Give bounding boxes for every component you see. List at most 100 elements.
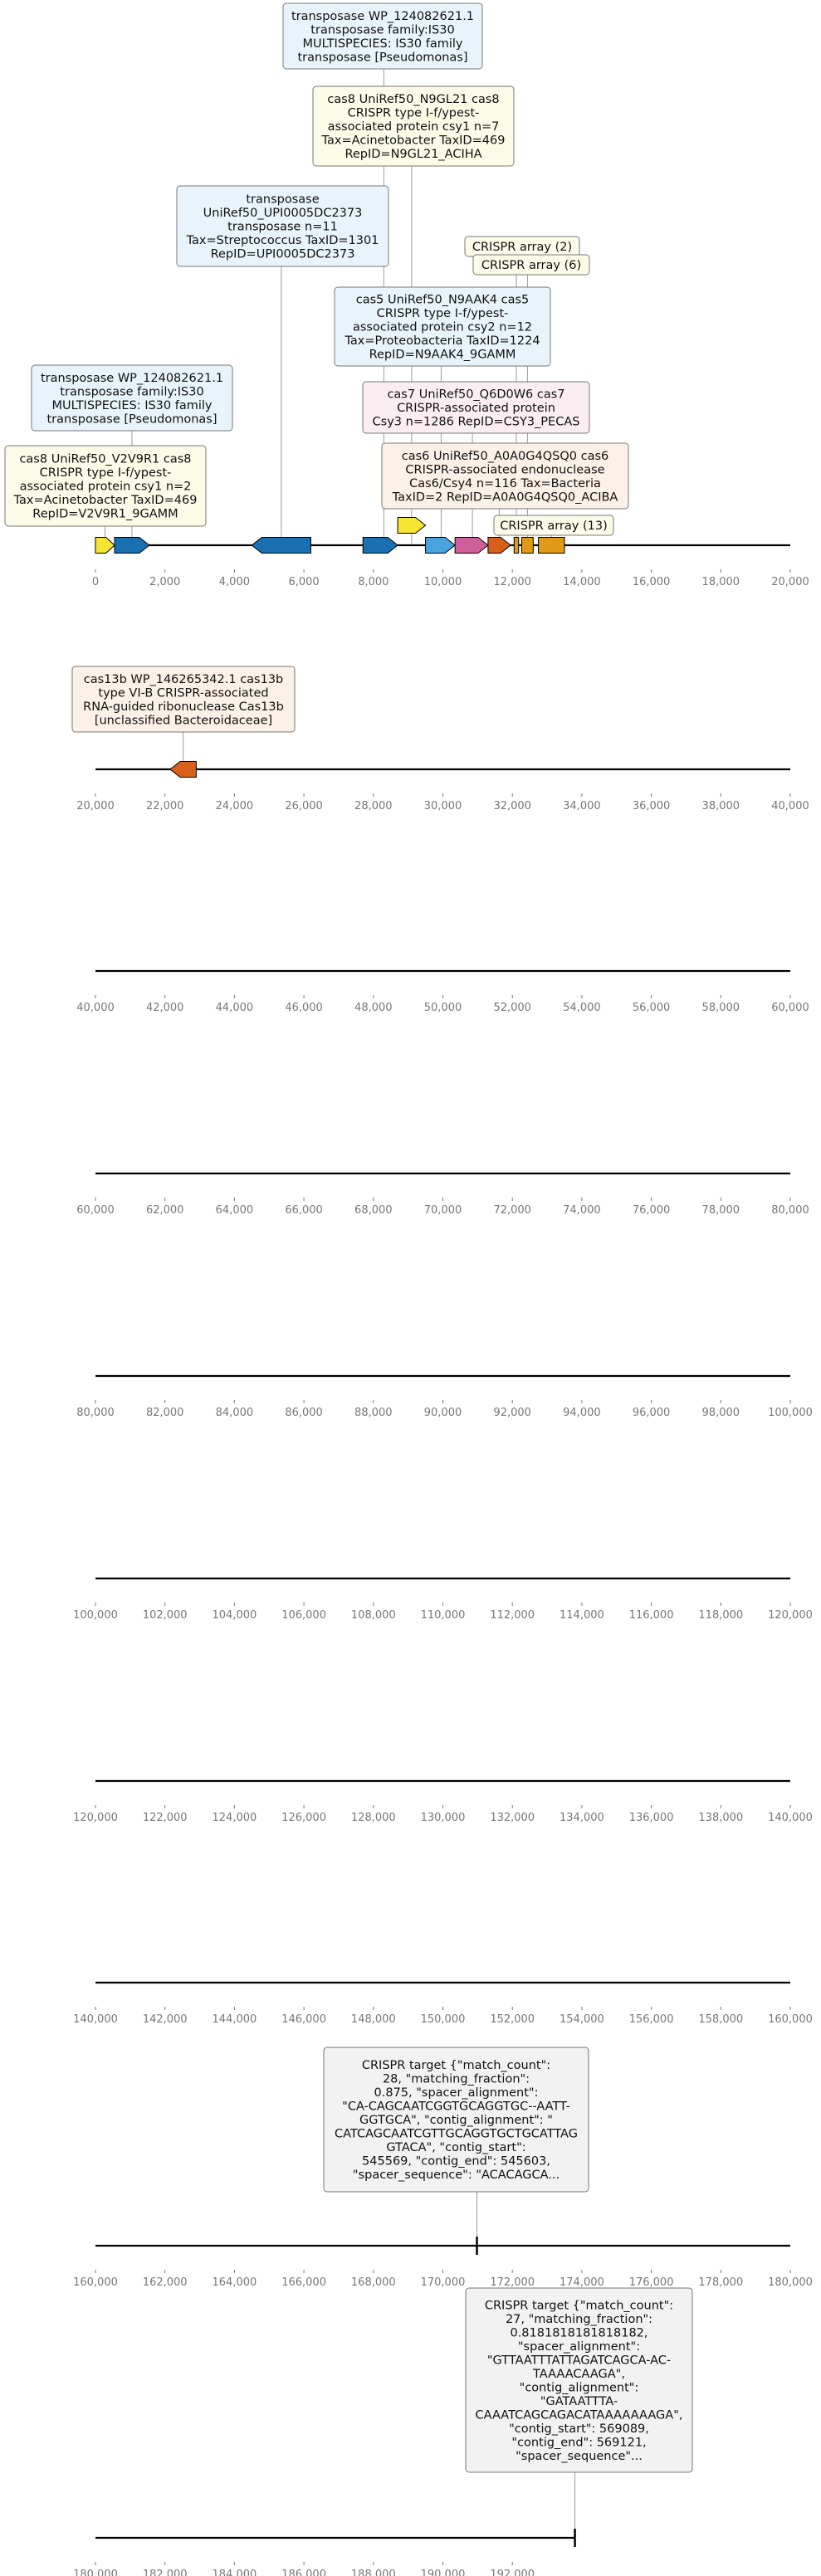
tick-label: 88,000 [354,1407,393,1419]
label-line: 27, "matching_fraction": [506,2313,652,2326]
tick-label: 44,000 [216,1002,254,1014]
tick-label: 150,000 [421,2013,466,2026]
label-line: CRISPR target {"match_count": [485,2299,673,2312]
tick-label: 76,000 [633,1204,671,1217]
feature-label: cas6 UniRef50_A0A0G4QSQ0 cas6CRISPR-asso… [381,442,629,510]
feature-label: CRISPR array (6) [472,254,590,276]
cas8-gene[interactable] [95,537,115,554]
tick-label: 102,000 [143,1609,188,1622]
label-line: cas8 UniRef50_V2V9R1 cas8 [19,453,191,466]
label-line: "GATAATTTA- [540,2395,618,2408]
tick-label: 178,000 [698,2276,743,2289]
tick-label: 122,000 [143,1812,188,1824]
label-line: transposase n=11 [227,221,338,234]
tick-label: 170,000 [421,2276,466,2289]
track-1: 0 2,000 4,000 6,000 8,000 10,000 12,000 14,000 1… [4,2,809,588]
label-line: transposase [246,193,319,207]
tick-label: 142,000 [143,2013,188,2026]
crispr-gene[interactable] [521,537,534,554]
crispr-gene[interactable] [538,537,565,554]
tick-label: 100,000 [73,1609,118,1622]
label-line: Csy3 n=1286 RepID=CSY3_PECAS [373,416,580,429]
tick-label: 114,000 [560,1609,604,1622]
tick-label: 28,000 [354,800,393,812]
cas13b-gene[interactable] [169,761,197,778]
tick-label: 20,000 [771,576,809,588]
label-line: RNA-guided ribonuclease Cas13b [83,700,284,714]
tick-label: 90,000 [424,1407,462,1419]
tick-label: 192,000 [490,2569,535,2576]
tick-label: 126,000 [281,1812,326,1824]
label-line: CAAATCAGCAGACATAAAAAAAGA", [476,2408,683,2422]
label-box [472,254,590,276]
label-line: RepID=V2V9R1_9GAMM [32,508,178,521]
tick-label: 14,000 [563,576,601,588]
tick-label: 66,000 [285,1204,323,1217]
label-line: associated protein csy1 n=7 [328,120,500,134]
label-line: transposase [Pseudomonas] [46,412,217,426]
tick-label: 54,000 [563,1002,601,1014]
transposase-gene[interactable] [114,537,150,554]
tick-label: 8,000 [358,576,389,588]
label-line: 545569, "contig_end": 545603, [362,2155,550,2169]
tick-label: 10,000 [424,576,462,588]
tick-label: 20,000 [76,800,115,812]
tick-label: 82,000 [146,1407,184,1419]
feature-label: transposaseUniRef50_UPI0005DC2373transpo… [176,185,389,267]
label-line: "spacer_alignment": [518,2340,640,2354]
label-line: CRISPR array (13) [500,520,608,533]
label-line: CRISPR-associated endonuclease [405,463,604,476]
tick-label: 158,000 [698,2013,743,2026]
feature-label: cas7 UniRef50_Q6D0W6 cas7CRISPR-associat… [362,381,590,434]
label-line: "spacer_sequence": "ACACAGCA... [353,2169,560,2182]
tick-label: 130,000 [421,1812,466,1824]
feature-label: CRISPR target {"match_count":28, "matchi… [323,2047,589,2193]
tick-label: 104,000 [213,1609,257,1622]
tick-label: 70,000 [424,1204,462,1217]
tick-label: 190,000 [421,2569,466,2576]
track-3: 40,000 42,000 44,000 46,000 48,000 50,000 52,0… [76,969,809,1014]
cas8-gene[interactable] [397,517,427,534]
label-line: RepID=N9AAK4_9GAMM [369,349,516,362]
tick-label: 68,000 [354,1204,393,1217]
tick-label: 26,000 [285,800,323,812]
tick-label: 16,000 [633,576,671,588]
label-box [71,666,296,733]
tick-label: 184,000 [213,2569,257,2576]
tick-label: 124,000 [213,1812,257,1824]
tick-label: 168,000 [351,2276,396,2289]
label-line: CRISPR target {"match_count": [362,2059,550,2072]
tick-label: 40,000 [771,800,809,812]
transposase-gene[interactable] [362,537,398,554]
label-line: RepID=N9GL21_ACIHA [345,148,481,161]
cas6-gene[interactable] [454,537,489,554]
tick-label: 60,000 [76,1204,115,1217]
tick-label: 42,000 [146,1002,184,1014]
label-line: CRISPR array (6) [481,259,581,272]
label-line: cas7 UniRef50_Q6D0W6 cas7 [387,388,564,402]
label-line: transposase WP_124082621.1 [291,10,474,23]
label-line: TaxID=2 RepID=A0A0G4QSQ0_ACIBA [392,490,618,504]
tick-label: 154,000 [560,2013,604,2026]
tick-label: 50,000 [424,1002,462,1014]
label-line: UniRef50_UPI0005DC2373 [203,207,363,220]
cas7-gene[interactable] [425,537,456,554]
label-box [4,445,207,527]
crispr-gene[interactable] [513,537,520,554]
tick-label: 116,000 [629,1609,674,1622]
tick-label: 100,000 [768,1407,813,1419]
label-box [465,2287,693,2473]
track-2: 20,000 22,000 24,000 26,000 28,000 30,000 32,0… [71,666,809,812]
label-line: RepID=UPI0005DC2373 [211,248,355,261]
tick-label: 96,000 [633,1407,671,1419]
tick-label: 40,000 [76,1002,115,1014]
label-line: CRISPR type I-f/ypest- [348,107,480,120]
label-line: 0.8181818181818182, [510,2326,648,2339]
orange-gene[interactable] [487,537,511,554]
label-line: "GTTAATTTATTAGATCAGCA-AC- [487,2354,671,2367]
label-line: [unclassified Bacteroidaceae] [95,714,272,727]
tick-label: 38,000 [702,800,740,812]
tick-label: 52,000 [493,1002,531,1014]
transposase-gene[interactable] [251,537,311,554]
